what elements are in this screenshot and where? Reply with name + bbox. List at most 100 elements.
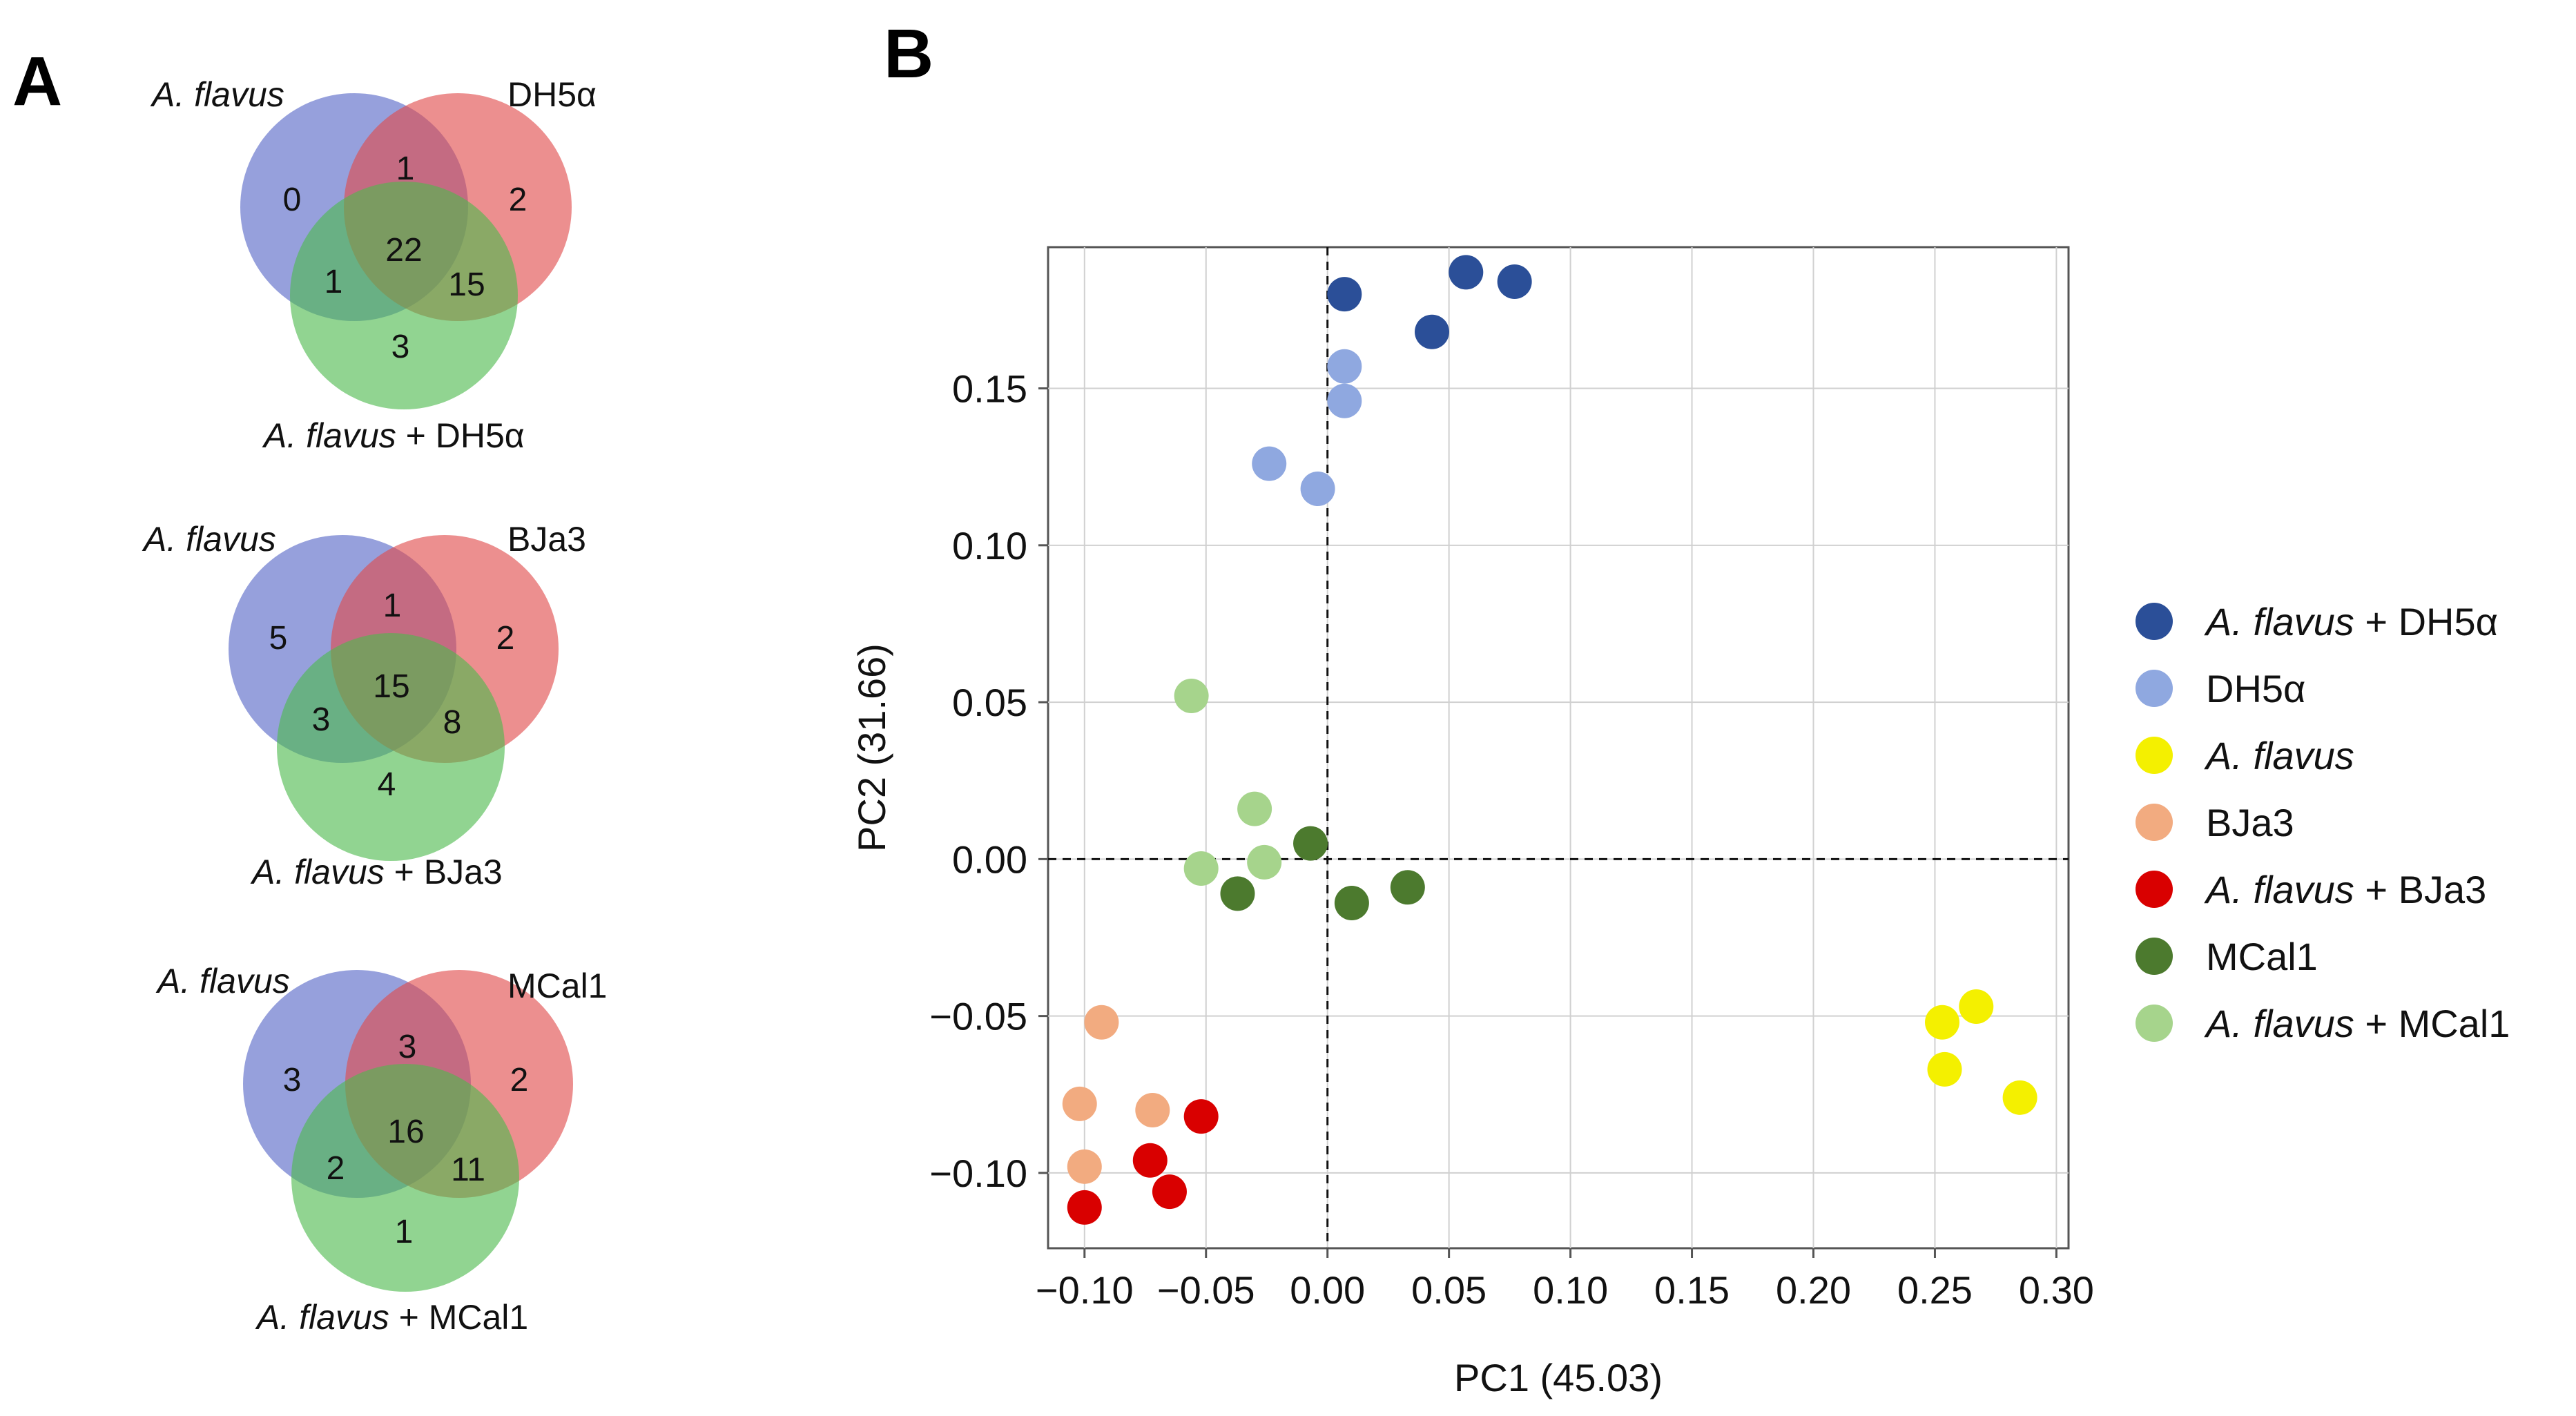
venn-count-b-only: 2 [510, 1062, 529, 1098]
venn-label-c-italic: A. flavus [250, 853, 385, 891]
data-point [1183, 1099, 1219, 1134]
x-tick-label: −0.10 [1036, 1268, 1134, 1312]
venn-count-abc: 16 [387, 1114, 424, 1150]
y-tick-label: 0.05 [952, 681, 1027, 724]
data-point [1927, 1051, 1962, 1087]
legend-entry-rest: BJa3 [2206, 801, 2294, 844]
x-tick-label: 0.05 [1411, 1268, 1486, 1312]
legend-entry-italic: A. flavus [2204, 600, 2354, 643]
x-tick-label: 0.10 [1533, 1268, 1608, 1312]
legend-marker [2136, 804, 2173, 841]
legend-entry-rest: + DH5α [2354, 600, 2498, 643]
x-tick-label: 0.30 [2019, 1268, 2094, 1312]
venn-label-c: A. flavus + DH5α [262, 416, 525, 455]
data-point [1062, 1086, 1097, 1121]
data-point [1390, 870, 1425, 905]
x-axis-title: PC1 (45.03) [1454, 1356, 1663, 1399]
panel-b-label: B [884, 15, 933, 93]
venn-label-c-italic: A. flavus [255, 1298, 389, 1337]
venn-label-c-rest: + MCal1 [389, 1298, 528, 1337]
data-point [1925, 1005, 1960, 1040]
legend-marker [2136, 871, 2173, 908]
x-tick-label: 0.25 [1897, 1268, 1973, 1312]
data-point [1132, 1143, 1168, 1178]
venn-count-b-only: 2 [496, 620, 515, 657]
data-point [1135, 1093, 1170, 1127]
venn-label-c-italic: A. flavus [262, 416, 396, 455]
venn-count-bc: 15 [448, 266, 485, 303]
legend-entry-rest: + MCal1 [2354, 1002, 2510, 1045]
venn-circle-c [290, 182, 518, 409]
data-point [1449, 255, 1484, 290]
x-tick-label: 0.00 [1290, 1268, 1365, 1312]
data-point [1220, 876, 1255, 911]
venn-label-b: DH5α [507, 75, 597, 114]
legend-entry: MCal1 [2206, 935, 2318, 978]
x-axis-ticks: −0.10 −0.05 0.00 0.05 0.10 0.15 0.20 0.25 0.30 [1036, 1248, 2094, 1312]
y-tick-label: 0.00 [952, 837, 1027, 881]
x-tick-label: 0.15 [1654, 1268, 1730, 1312]
venn-count-bc: 8 [443, 704, 462, 741]
legend-marker [2136, 737, 2173, 774]
pca-scatter-plot: −0.10 −0.05 0.00 0.05 0.10 0.15 0.20 0.25 0.30 −… [850, 246, 2094, 1399]
legend-entry: DH5α [2206, 667, 2305, 710]
data-point [1084, 1005, 1119, 1040]
data-point [1247, 844, 1282, 880]
legend-entry-rest: + BJa3 [2354, 868, 2486, 911]
venn-count-b-only: 2 [509, 182, 527, 218]
data-point [1415, 314, 1450, 349]
legend-entry-italic: A. flavus [2204, 868, 2354, 911]
data-point [1067, 1149, 1102, 1184]
venn-diagram-dh5a: A. flavus DH5α A. flavus + DH5α 0 2 3 1 … [150, 75, 597, 455]
data-point [1237, 791, 1272, 826]
plot-frame [1047, 246, 2070, 1250]
legend-entry: A. flavus [2204, 734, 2354, 777]
data-point [1300, 472, 1335, 506]
venn-circle-c [291, 1064, 519, 1292]
venn-count-ab: 1 [396, 151, 415, 187]
legend-marker [2136, 670, 2173, 707]
x-tick-label: 0.20 [1776, 1268, 1851, 1312]
data-point [1252, 446, 1287, 481]
venn-count-a-only: 5 [269, 620, 288, 657]
venn-count-bc: 11 [451, 1152, 485, 1188]
venn-diagram-mcal1: A. flavus MCal1 A. flavus + MCal1 3 2 1 … [155, 962, 607, 1337]
venn-count-abc: 22 [385, 232, 422, 269]
venn-label-c-rest: + BJa3 [385, 853, 503, 891]
legend-marker [2136, 1005, 2173, 1042]
data-point [2002, 1080, 2037, 1115]
legend-entry-italic: A. flavus [2204, 734, 2354, 777]
chart-legend: A. flavus + DH5α DH5α A. flavus BJa3 A. flav… [2136, 600, 2510, 1045]
venn-label-a: A. flavus [142, 520, 276, 559]
venn-label-c-rest: + DH5α [396, 416, 525, 455]
legend-entry-italic: A. flavus [2204, 1002, 2354, 1045]
data-point [1327, 349, 1362, 384]
legend-marker [2136, 938, 2173, 975]
venn-label-b: MCal1 [507, 967, 607, 1005]
venn-count-abc: 15 [373, 668, 409, 705]
panel-a-label: A [12, 43, 62, 120]
y-tick-label: 0.15 [952, 367, 1027, 411]
venn-count-c-only: 3 [391, 329, 410, 365]
venn-label-c: A. flavus + MCal1 [255, 1298, 528, 1337]
y-tick-label: 0.10 [952, 524, 1027, 568]
venn-label-a: A. flavus [155, 962, 290, 1000]
data-point [1152, 1174, 1187, 1210]
venn-diagram-bja3: A. flavus BJa3 A. flavus + BJa3 5 2 4 1 … [142, 520, 586, 891]
venn-count-ac: 1 [325, 264, 343, 300]
legend-entry: A. flavus + DH5α [2204, 600, 2498, 643]
y-tick-label: −0.10 [929, 1152, 1027, 1195]
data-point [1183, 851, 1219, 886]
data-point [1334, 886, 1369, 920]
data-point [1959, 989, 1994, 1024]
venn-count-ac: 2 [327, 1150, 345, 1187]
data-points [1062, 255, 2037, 1225]
plot-grid [1048, 247, 2069, 1248]
venn-label-a: A. flavus [150, 75, 284, 114]
data-point [1174, 679, 1209, 713]
data-point [1327, 277, 1362, 312]
data-point [1327, 383, 1362, 418]
y-axis-ticks: −0.10 −0.05 0.00 0.05 0.10 0.15 [929, 367, 1048, 1195]
venn-count-ac: 3 [312, 701, 331, 738]
